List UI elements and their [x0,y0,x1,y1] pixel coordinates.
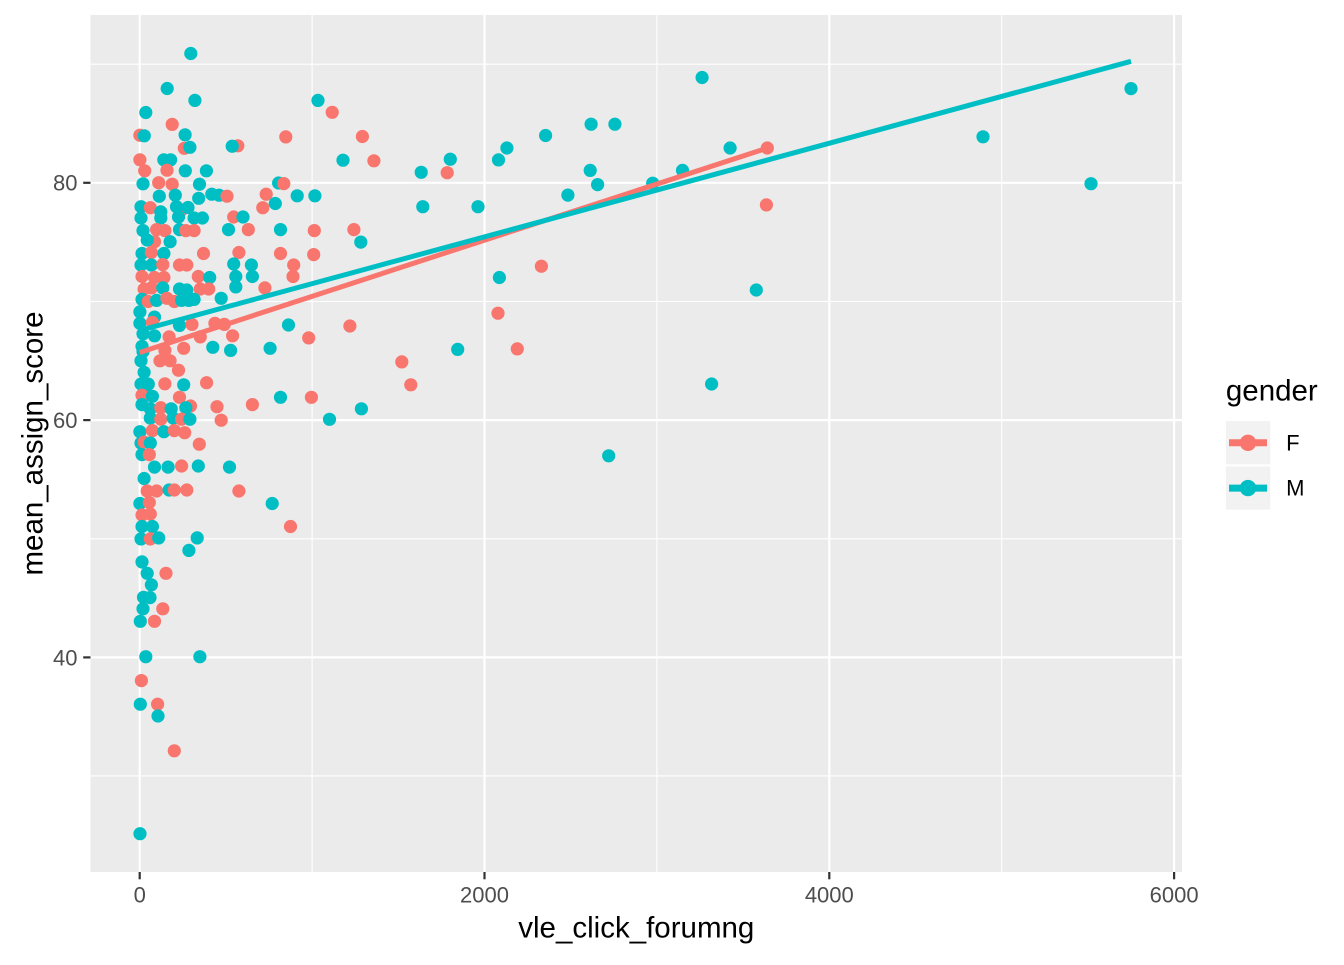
svg-text:F: F [1286,430,1299,455]
svg-text:gender: gender [1226,375,1318,408]
svg-text:40: 40 [53,645,77,670]
svg-text:60: 60 [53,408,77,433]
svg-text:M: M [1286,476,1304,501]
svg-text:4000: 4000 [805,882,854,907]
svg-text:0: 0 [134,882,146,907]
svg-text:2000: 2000 [460,882,509,907]
svg-text:mean_assign_score: mean_assign_score [17,311,50,575]
svg-text:vle_click_forumng: vle_click_forumng [518,912,754,945]
svg-text:6000: 6000 [1150,882,1199,907]
svg-text:80: 80 [53,171,77,196]
